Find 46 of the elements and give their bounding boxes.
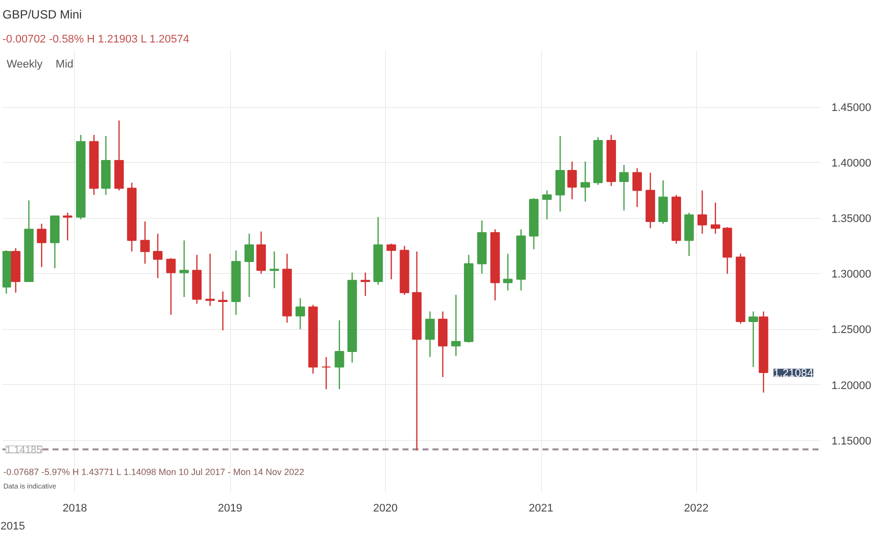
annotation: -0.07687 -5.97% H 1.43771 L 1.14098 Mon 10 Jul 2017 - Mon 14 Nov 2022 bbox=[3, 467, 304, 478]
y-tick-label: 1.20000 bbox=[832, 380, 872, 392]
y-tick-label: 1.35000 bbox=[832, 213, 872, 226]
candlestick bbox=[748, 310, 758, 368]
candlestick bbox=[386, 243, 396, 280]
ref-line-label: 1.14185 bbox=[6, 444, 42, 456]
candlestick bbox=[205, 253, 215, 307]
annotation: 1.21084 bbox=[774, 368, 814, 380]
candlestick bbox=[580, 160, 590, 202]
candlestick bbox=[425, 310, 435, 358]
x-tick-label: 2021 bbox=[528, 502, 554, 514]
candlestick bbox=[503, 253, 513, 291]
x-tick-label: 2022 bbox=[684, 502, 709, 514]
candlestick bbox=[321, 356, 331, 390]
candlestick bbox=[62, 212, 72, 242]
candlestick bbox=[244, 233, 254, 298]
annotation: Mid bbox=[56, 58, 74, 70]
candlestick bbox=[632, 168, 642, 208]
candlestick bbox=[619, 164, 629, 212]
candlestick bbox=[360, 272, 370, 297]
candlestick bbox=[218, 290, 228, 331]
chart-title: GBP/USD Mini bbox=[2, 8, 82, 22]
candlestick bbox=[153, 233, 163, 279]
x-tick-label: 2018 bbox=[62, 502, 88, 514]
candlestick bbox=[451, 294, 461, 356]
y-tick-label: 1.40000 bbox=[832, 158, 872, 170]
candlestick bbox=[166, 258, 176, 316]
candlestick bbox=[710, 202, 720, 234]
annotation: Weekly bbox=[6, 58, 43, 70]
x-tick-label: 2019 bbox=[218, 502, 242, 514]
candlestick bbox=[36, 223, 46, 268]
candlestick bbox=[542, 190, 552, 220]
y-tick-label: 1.30000 bbox=[832, 268, 872, 281]
candlestick bbox=[179, 240, 189, 298]
candlestick bbox=[567, 160, 577, 200]
candlestick bbox=[334, 320, 344, 390]
chart-subtitle: -0.00702 -0.58% H 1.21903 L 1.20574 bbox=[2, 34, 190, 46]
y-tick-label: 1.25000 bbox=[832, 324, 872, 336]
candlestick bbox=[697, 190, 707, 234]
candlestick bbox=[270, 250, 280, 289]
candlestick bbox=[140, 220, 150, 264]
candlestick bbox=[296, 298, 306, 330]
y-tick-label: 1.15000 bbox=[832, 435, 872, 448]
x-tick-label: 2020 bbox=[373, 502, 398, 514]
y-tick-label: 1.45000 bbox=[832, 102, 872, 114]
text: 2015 bbox=[0, 520, 25, 532]
